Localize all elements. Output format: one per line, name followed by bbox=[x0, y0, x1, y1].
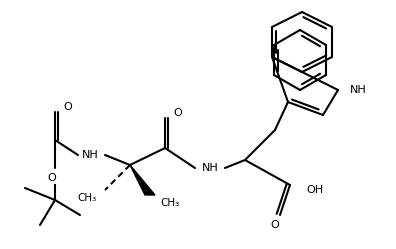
Polygon shape bbox=[130, 165, 155, 195]
Text: O: O bbox=[63, 102, 72, 112]
Text: NH: NH bbox=[350, 85, 367, 95]
Text: CH₃: CH₃ bbox=[160, 198, 179, 208]
Text: O: O bbox=[270, 220, 279, 230]
Text: NH: NH bbox=[82, 150, 98, 160]
Text: NH: NH bbox=[202, 163, 218, 173]
Text: O: O bbox=[173, 108, 182, 118]
Text: CH₃: CH₃ bbox=[78, 193, 97, 203]
Text: OH: OH bbox=[306, 185, 323, 195]
Text: O: O bbox=[48, 173, 56, 183]
